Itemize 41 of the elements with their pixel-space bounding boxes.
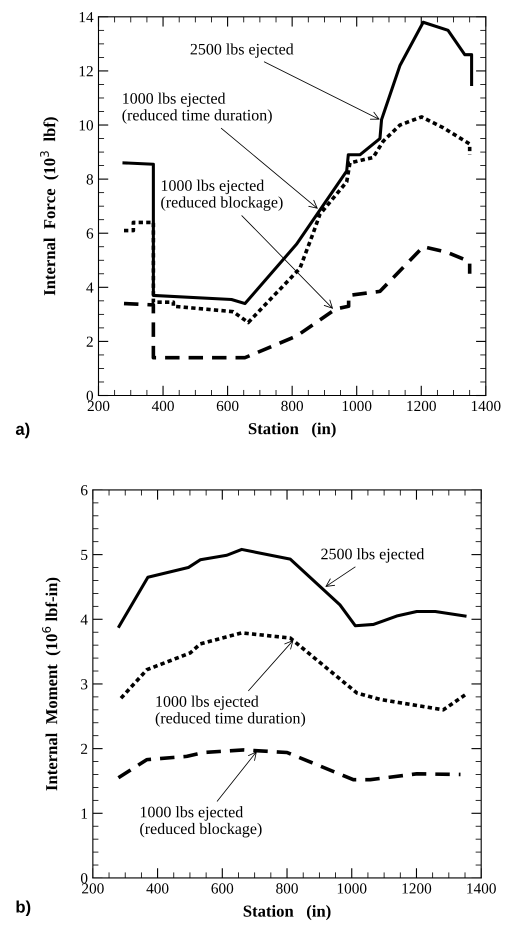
x-tick-label: 1200 — [402, 883, 432, 894]
x-tick-label: 1400 — [472, 400, 501, 412]
annotation: 2500 lbs ejected — [190, 43, 294, 58]
annotation: 2500 lbs ejected — [321, 548, 424, 563]
y-tick-label: 0 — [86, 390, 94, 401]
y-axis-title: Internal Moment (10$^{6}$ lbf-in) — [42, 578, 61, 790]
annotation: 1000 lbs ejected (reduced time duration) — [156, 696, 306, 727]
x-tick-label: 400 — [146, 883, 168, 894]
y-tick-label: 2 — [86, 336, 93, 347]
y-tick-label: 14 — [80, 12, 94, 22]
y-tick-label: 6 — [81, 485, 88, 496]
y-tick-label: 1 — [82, 808, 88, 819]
x-tick-label: 1000 — [342, 400, 372, 412]
x-tick-label: 200 — [82, 883, 104, 894]
y-tick-label: 10 — [80, 120, 94, 130]
text: a) — [16, 422, 30, 438]
text: b) — [16, 900, 30, 916]
y-tick-label: 4 — [80, 614, 88, 625]
y-axis-title: Internal Force (10$^{3}$ lbf) — [40, 117, 59, 296]
annotation: 1000 lbs ejected (reduced time duration) — [122, 92, 272, 124]
annotation: 1000 lbs ejected (reduced blockage) — [161, 180, 283, 211]
y-tick-label: 4 — [86, 282, 94, 293]
x-tick-label: 800 — [276, 883, 298, 894]
x-tick-label: 400 — [152, 400, 174, 412]
x-tick-label: 1200 — [407, 400, 436, 412]
y-tick-label: 3 — [81, 679, 88, 690]
y-tick-label: 0 — [80, 873, 88, 884]
x-tick-label: 600 — [216, 400, 238, 412]
y-tick-label: 6 — [86, 228, 94, 239]
x-tick-label: 800 — [281, 400, 304, 412]
x-tick-label: 600 — [212, 883, 234, 894]
y-tick-label: 8 — [86, 174, 94, 185]
x-tick-label: 200 — [88, 400, 110, 412]
x-axis-title: Station (in) — [244, 905, 331, 920]
x-axis-title: Station (in) — [248, 422, 336, 438]
annotation: 1000 lbs ejected (reduced blockage) — [140, 806, 262, 838]
y-tick-label: 12 — [80, 66, 93, 76]
x-tick-label: 1000 — [338, 883, 366, 894]
y-tick-label: 5 — [81, 550, 88, 560]
x-tick-label: 1400 — [467, 883, 496, 894]
y-tick-label: 2 — [81, 744, 88, 754]
